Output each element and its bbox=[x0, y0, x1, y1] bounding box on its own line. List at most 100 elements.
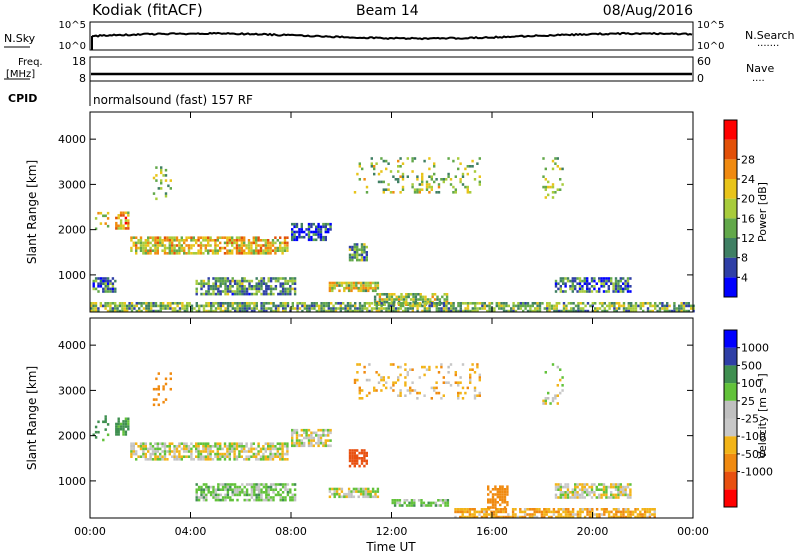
power-cell-4 bbox=[365, 258, 368, 262]
power-cell-10 bbox=[658, 302, 662, 305]
velocity-cell-12 bbox=[404, 394, 407, 397]
power-cell-9 bbox=[571, 287, 574, 291]
velocity-cell-2 bbox=[185, 442, 188, 445]
power-cell-12 bbox=[442, 180, 445, 184]
velocity-cell-9 bbox=[523, 510, 527, 514]
power-cell-10 bbox=[502, 302, 506, 305]
power-cell-10 bbox=[123, 307, 126, 310]
velocity-cell-12 bbox=[473, 397, 477, 400]
power-cell-2 bbox=[175, 244, 179, 247]
power-cell-9 bbox=[600, 285, 603, 288]
velocity-cell-12 bbox=[437, 371, 441, 374]
velocity-cell-9 bbox=[562, 510, 565, 514]
velocity-cell-9 bbox=[617, 508, 620, 511]
velocity-cell-12 bbox=[478, 391, 481, 395]
power-cell-12 bbox=[358, 178, 361, 181]
power-cell-12 bbox=[471, 159, 474, 163]
power-cell-2 bbox=[257, 252, 260, 255]
power-cell-4 bbox=[365, 256, 368, 259]
power-cell-6 bbox=[293, 279, 297, 283]
power-cell-5 bbox=[111, 282, 115, 285]
power-cell-10 bbox=[164, 307, 167, 310]
power-cell-9 bbox=[602, 277, 606, 280]
power-cell-6 bbox=[207, 279, 210, 283]
velocity-cell-5 bbox=[279, 488, 282, 491]
power-cell-10 bbox=[654, 304, 657, 308]
velocity-cell-2 bbox=[207, 447, 210, 451]
velocity-cell-3 bbox=[322, 444, 325, 448]
power-cell-2 bbox=[255, 244, 258, 247]
power-cell-10 bbox=[536, 309, 539, 313]
velocity-cell-2 bbox=[231, 447, 234, 451]
velocity-cell-8 bbox=[590, 491, 594, 494]
power-cell-6 bbox=[219, 292, 222, 296]
power-cell-9 bbox=[617, 282, 620, 285]
power-cell-10 bbox=[404, 309, 407, 313]
velocity-cell-9 bbox=[622, 515, 625, 519]
power-cell-12 bbox=[425, 183, 429, 186]
power-cell-2 bbox=[173, 249, 176, 252]
power-cell-12 bbox=[401, 188, 405, 191]
velocity-cell-9 bbox=[619, 513, 623, 516]
power-cell-1 bbox=[115, 224, 118, 228]
velocity-cell-9 bbox=[497, 515, 500, 519]
velocity-cell-0 bbox=[94, 425, 98, 429]
power-cell-10 bbox=[282, 304, 285, 308]
velocity-cell-12 bbox=[404, 368, 407, 371]
power-cell-2 bbox=[221, 246, 224, 250]
power-cell-5 bbox=[106, 285, 110, 288]
power-cell-2 bbox=[235, 244, 239, 247]
power-cell-10 bbox=[406, 307, 410, 310]
velocity-cell-9 bbox=[543, 510, 546, 514]
power-cell-12 bbox=[358, 162, 361, 165]
velocity-cell-5 bbox=[238, 493, 242, 497]
velocity-cell-8 bbox=[605, 488, 608, 491]
power-cell-3 bbox=[293, 225, 296, 229]
power-cell-10 bbox=[246, 307, 249, 310]
power-cell-7 bbox=[338, 289, 341, 293]
velocity-cell-11 bbox=[164, 382, 168, 386]
velocity-cell-2 bbox=[262, 452, 265, 456]
power-cell-1 bbox=[119, 211, 123, 215]
velocity-cell-3 bbox=[307, 428, 311, 432]
velocity-cell-9 bbox=[639, 515, 642, 519]
velocity-cell-12 bbox=[473, 394, 477, 397]
velocity-cell-7 bbox=[441, 499, 445, 502]
power-cell-10 bbox=[632, 307, 635, 310]
xtick-label-3: 12:00 bbox=[376, 525, 408, 538]
power-colorbar-frame bbox=[723, 119, 738, 298]
velocity-cell-9 bbox=[571, 513, 575, 516]
velocity-cell-8 bbox=[622, 493, 625, 497]
velocity-cell-5 bbox=[243, 485, 246, 489]
velocity-cell-9 bbox=[461, 513, 464, 516]
power-cell-8 bbox=[393, 293, 396, 296]
velocity-cell-10 bbox=[499, 503, 502, 507]
power-cell-10 bbox=[469, 302, 472, 305]
power-cell-11 bbox=[160, 179, 163, 182]
power-cell-2 bbox=[147, 239, 150, 242]
power-cell-2 bbox=[257, 244, 260, 247]
power-cell-10 bbox=[186, 304, 189, 308]
velocity-cell-2 bbox=[235, 445, 239, 448]
power-cell-4 bbox=[356, 248, 359, 251]
velocity-cell-2 bbox=[279, 445, 282, 448]
power-cell-7 bbox=[331, 284, 334, 287]
velocity-cell-9 bbox=[504, 510, 508, 514]
velocity-cell-9 bbox=[495, 515, 498, 519]
power-cell-6 bbox=[236, 285, 239, 288]
power-cell-9 bbox=[564, 277, 567, 280]
power-cell-2 bbox=[283, 246, 287, 250]
velocity-cell-5 bbox=[250, 496, 254, 499]
power-cell-10 bbox=[140, 309, 143, 313]
velocity-cell-12 bbox=[437, 391, 441, 395]
velocity-cell-8 bbox=[562, 493, 565, 497]
power-cell-10 bbox=[272, 309, 275, 313]
velocity-cell-2 bbox=[245, 458, 248, 461]
velocity-cell-2 bbox=[178, 450, 181, 453]
power-cell-10 bbox=[320, 309, 323, 313]
power-cell-4 bbox=[351, 245, 354, 249]
power-cell-12 bbox=[430, 178, 433, 181]
power-cell-5 bbox=[102, 282, 105, 285]
velocity-cell-5 bbox=[257, 483, 261, 486]
